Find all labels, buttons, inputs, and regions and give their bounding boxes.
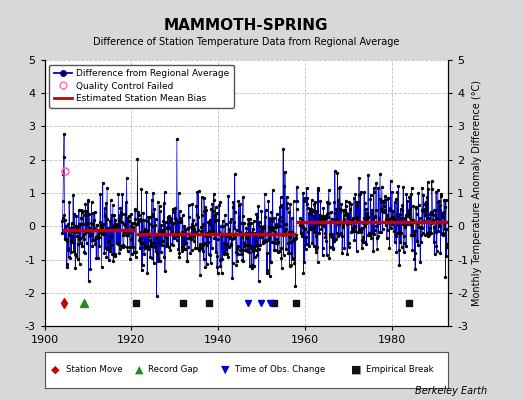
Text: ▼: ▼ [221, 365, 230, 375]
Legend: Difference from Regional Average, Quality Control Failed, Estimated Station Mean: Difference from Regional Average, Qualit… [49, 64, 234, 108]
Text: Station Move: Station Move [66, 366, 122, 374]
Y-axis label: Monthly Temperature Anomaly Difference (°C): Monthly Temperature Anomaly Difference (… [472, 80, 482, 306]
Text: Time of Obs. Change: Time of Obs. Change [235, 366, 325, 374]
Text: ■: ■ [351, 365, 362, 375]
Text: Empirical Break: Empirical Break [366, 366, 434, 374]
Text: MAMMOTH-SPRING: MAMMOTH-SPRING [164, 18, 329, 34]
Text: ▲: ▲ [135, 365, 143, 375]
Text: Berkeley Earth: Berkeley Earth [415, 386, 487, 396]
Text: ◆: ◆ [51, 365, 60, 375]
Text: Record Gap: Record Gap [148, 366, 199, 374]
Text: Difference of Station Temperature Data from Regional Average: Difference of Station Temperature Data f… [93, 37, 399, 47]
